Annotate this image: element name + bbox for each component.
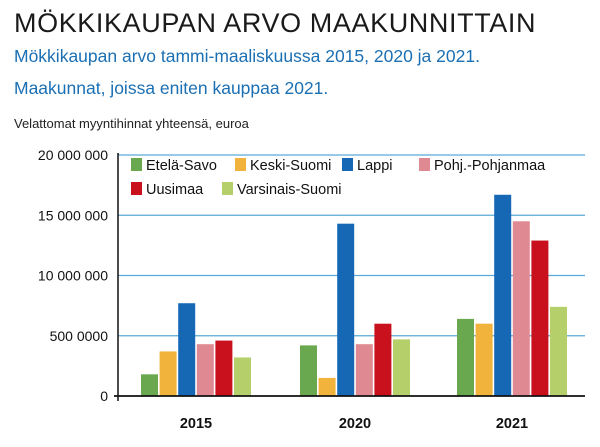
x-tick-label: 2020 bbox=[339, 416, 371, 432]
legend-swatch bbox=[131, 158, 142, 171]
legend-swatch bbox=[342, 158, 353, 171]
bar bbox=[234, 357, 251, 396]
bar bbox=[215, 340, 233, 396]
y-tick-label: 20 000 000 bbox=[38, 147, 108, 163]
bar bbox=[475, 323, 493, 396]
axes: 0 500 0000 10 000 000 15 000 000 20 000 000 2… bbox=[38, 147, 585, 432]
legend-label: Lappi bbox=[357, 158, 392, 174]
y-tick-label: 0 bbox=[100, 388, 108, 404]
x-tick-label: 2015 bbox=[180, 416, 212, 432]
legend-label: Uusimaa bbox=[146, 182, 204, 198]
y-tick-label: 10 000 000 bbox=[38, 268, 108, 284]
chart-subtitle: Mökkikaupan arvo tammi-maaliskuussa 2015… bbox=[14, 46, 480, 66]
bar bbox=[178, 303, 196, 396]
bar bbox=[196, 344, 214, 396]
y-tick-label: 15 000 000 bbox=[38, 207, 108, 223]
chart-subtitle-2: Maakunnat, joissa eniten kauppaa 2021. bbox=[14, 78, 329, 98]
bars bbox=[141, 194, 567, 396]
bar bbox=[159, 351, 177, 396]
y-tick-label: 500 0000 bbox=[50, 328, 109, 344]
legend-swatch bbox=[222, 182, 233, 195]
legend-label: Etelä-Savo bbox=[146, 158, 217, 174]
bar bbox=[457, 318, 474, 396]
legend: Etelä-Savo Keski-Suomi Lappi Pohj.-Pohjanma… bbox=[131, 158, 546, 198]
bar bbox=[512, 221, 530, 396]
legend-swatch bbox=[235, 158, 246, 171]
bar bbox=[531, 240, 549, 396]
bar bbox=[355, 344, 373, 396]
bar bbox=[550, 306, 567, 396]
bar bbox=[318, 377, 336, 396]
bar bbox=[141, 374, 158, 396]
unit-label: Velattomat myyntihinnat yhteensä, euroa bbox=[14, 116, 249, 131]
bar bbox=[337, 223, 355, 396]
bar bbox=[374, 323, 392, 396]
legend-label: Varsinais-Suomi bbox=[237, 182, 342, 198]
bar bbox=[300, 345, 317, 396]
legend-label: Pohj.-Pohjanmaa bbox=[434, 158, 546, 174]
chart-title: MÖKKIKAUPAN ARVO MAAKUNNITTAIN bbox=[14, 8, 537, 38]
x-tick-label: 2021 bbox=[496, 416, 528, 432]
bar bbox=[393, 339, 410, 396]
legend-swatch bbox=[131, 182, 142, 195]
bar bbox=[494, 194, 512, 396]
legend-swatch bbox=[419, 158, 430, 171]
legend-label: Keski-Suomi bbox=[250, 158, 331, 174]
